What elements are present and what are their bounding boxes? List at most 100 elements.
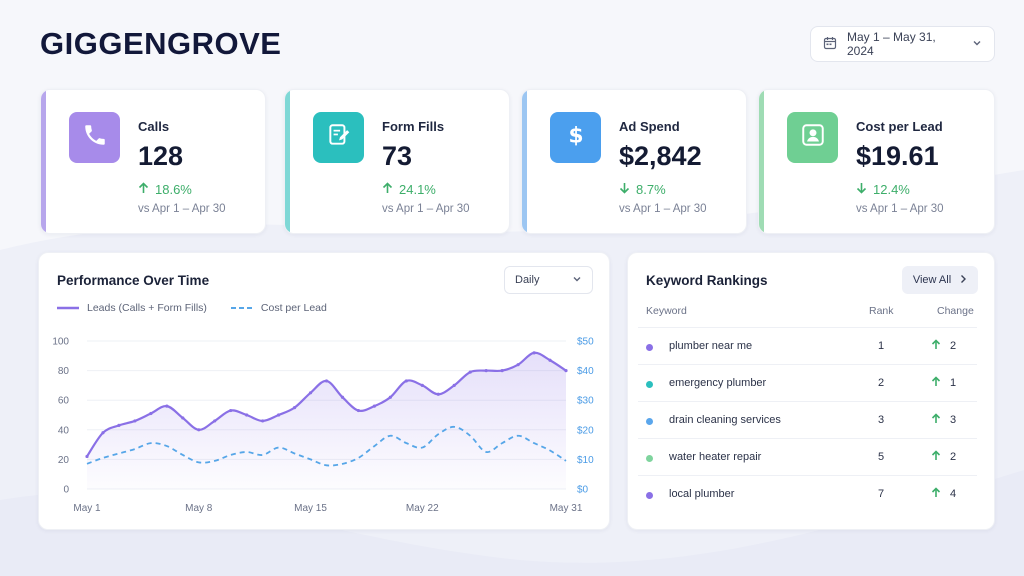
dollar-icon: $ — [563, 122, 589, 153]
leads-point — [149, 411, 153, 416]
keyword-text: emergency plumber — [669, 377, 767, 389]
performance-card: Performance Over Time Daily Leads (Calls… — [38, 252, 610, 530]
keyword-rankings-title: Keyword Rankings — [646, 273, 768, 288]
y-right-tick-label: $20 — [577, 425, 594, 436]
kpi-card-ad-spend: $ Ad Spend $2,842 8.7% vs Apr 1 – Apr 30 — [521, 89, 747, 234]
keyword-text: drain cleaning services — [669, 414, 781, 426]
keyword-change-value: 2 — [950, 451, 957, 463]
arrow-up-icon — [138, 182, 149, 197]
performance-title: Performance Over Time — [57, 273, 210, 288]
keyword-rank: 3 — [877, 414, 885, 426]
leads-area — [87, 352, 566, 489]
keyword-row[interactable]: drain cleaning services 3 3 — [638, 401, 977, 438]
kpi-label: Calls — [138, 119, 170, 134]
leads-point — [197, 428, 201, 432]
leads-point — [548, 358, 552, 362]
kpi-change: 24.1% — [382, 182, 436, 197]
kpi-card-cost-per-lead: Cost per Lead $19.61 12.4% vs Apr 1 – Ap… — [758, 89, 995, 234]
leads-point — [308, 391, 313, 395]
arrow-down-icon — [856, 182, 867, 197]
keyword-row[interactable]: water heater repair 5 2 — [638, 438, 977, 475]
kpi-change: 12.4% — [856, 182, 910, 197]
kpi-comparison: vs Apr 1 – Apr 30 — [382, 203, 470, 215]
keyword-change: 3 — [931, 413, 956, 427]
keyword-rank: 1 — [877, 340, 885, 352]
arrow-up-icon — [931, 339, 941, 353]
kpi-accent — [522, 90, 527, 233]
keyword-dot — [646, 344, 653, 351]
arrow-up-icon — [931, 376, 941, 390]
kpi-label: Ad Spend — [619, 119, 680, 134]
kpi-change-value: 18.6% — [155, 182, 192, 197]
leads-point — [245, 413, 249, 417]
chevron-down-icon — [972, 37, 982, 51]
granularity-value: Daily — [515, 274, 540, 286]
leads-point — [372, 404, 376, 408]
kpi-accent — [41, 90, 46, 233]
chevron-down-icon — [572, 274, 582, 287]
kpi-comparison: vs Apr 1 – Apr 30 — [856, 203, 944, 215]
y-left-tick-label: 100 — [52, 337, 69, 348]
svg-text:$: $ — [568, 124, 583, 148]
y-left-tick-label: 60 — [58, 396, 70, 407]
view-all-button[interactable]: View All — [902, 266, 978, 294]
kpi-change-value: 24.1% — [399, 182, 436, 197]
legend-label: Cost per Lead — [260, 302, 327, 314]
leads-point — [324, 379, 329, 383]
leads-point — [165, 404, 169, 408]
keyword-text: water heater repair — [669, 451, 762, 463]
legend-item-leads: Leads (Calls + Form Fills) — [57, 302, 207, 314]
keyword-row[interactable]: local plumber 7 4 — [638, 475, 977, 512]
leads-point — [261, 419, 265, 423]
leads-point — [532, 351, 536, 355]
leads-point — [564, 369, 568, 373]
kpi-change: 8.7% — [619, 182, 666, 197]
keyword-change: 1 — [931, 376, 956, 390]
leads-point — [85, 454, 89, 459]
keyword-change: 4 — [931, 487, 956, 501]
performance-chart: 0 20 40 60 80 100 $0 $10 $20 $30 $40 $50 May 1 May 8 M… — [52, 337, 594, 515]
kpi-change: 18.6% — [138, 182, 192, 197]
leads-point — [468, 370, 472, 374]
leads-point — [181, 416, 185, 420]
kpi-accent — [285, 90, 290, 233]
calendar-icon — [823, 36, 837, 53]
leads-point — [356, 408, 361, 413]
kpi-label: Form Fills — [382, 119, 445, 134]
granularity-select[interactable]: Daily — [504, 266, 593, 294]
y-left-tick-label: 80 — [58, 366, 70, 377]
leads-point — [101, 431, 105, 435]
y-left-tick-label: 20 — [58, 455, 70, 466]
kpi-value: $19.61 — [856, 141, 939, 171]
keyword-row[interactable]: plumber near me 1 2 — [638, 327, 977, 364]
kpi-icon-tile — [313, 112, 364, 163]
arrow-up-icon — [931, 450, 941, 464]
date-range-label: May 1 – May 31, 2024 — [847, 30, 936, 58]
kpi-label: Cost per Lead — [856, 119, 943, 134]
leads-point — [117, 423, 121, 427]
kpi-icon-tile: $ — [550, 112, 601, 163]
view-all-label: View All — [912, 274, 952, 286]
keyword-change-value: 4 — [950, 488, 957, 500]
cost-per-lead-line — [86, 425, 567, 467]
leads-point — [404, 379, 408, 383]
leads-point — [292, 406, 297, 410]
legend-label: Leads (Calls + Form Fills) — [87, 302, 207, 314]
arrow-up-icon — [382, 182, 393, 197]
x-tick-label: May 15 — [294, 503, 327, 514]
kpi-icon-tile — [69, 112, 120, 163]
keyword-change: 2 — [931, 339, 956, 353]
arrow-down-icon — [619, 182, 630, 197]
keyword-text: local plumber — [669, 488, 735, 500]
keyword-dot — [646, 418, 653, 425]
column-header-rank: Rank — [869, 305, 894, 317]
leads-point — [420, 383, 424, 387]
keyword-row[interactable]: emergency plumber 2 1 — [638, 364, 977, 401]
date-range-picker[interactable]: May 1 – May 31, 2024 — [810, 26, 995, 62]
kpi-card-calls: Calls 128 18.6% vs Apr 1 – Apr 30 — [40, 89, 266, 234]
keyword-rank: 5 — [877, 451, 885, 463]
y-right-tick-label: $50 — [577, 337, 594, 348]
kpi-value: 128 — [138, 141, 184, 171]
kpi-change-value: 12.4% — [873, 182, 910, 197]
